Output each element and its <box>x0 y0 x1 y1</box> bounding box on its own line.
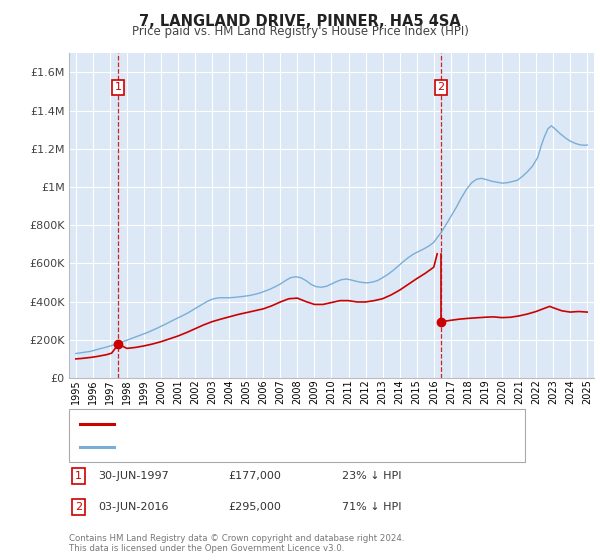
Text: Contains HM Land Registry data © Crown copyright and database right 2024.: Contains HM Land Registry data © Crown c… <box>69 534 404 543</box>
Text: This data is licensed under the Open Government Licence v3.0.: This data is licensed under the Open Gov… <box>69 544 344 553</box>
Text: 71% ↓ HPI: 71% ↓ HPI <box>342 502 401 512</box>
Text: 2: 2 <box>437 82 445 92</box>
Text: 7, LANGLAND DRIVE, PINNER, HA5 4SA (detached house): 7, LANGLAND DRIVE, PINNER, HA5 4SA (deta… <box>119 419 417 429</box>
Text: 1: 1 <box>75 471 82 481</box>
Text: 23% ↓ HPI: 23% ↓ HPI <box>342 471 401 481</box>
Text: 1: 1 <box>115 82 122 92</box>
Text: Price paid vs. HM Land Registry's House Price Index (HPI): Price paid vs. HM Land Registry's House … <box>131 25 469 38</box>
Text: 03-JUN-2016: 03-JUN-2016 <box>98 502 168 512</box>
Text: £295,000: £295,000 <box>228 502 281 512</box>
Text: 2: 2 <box>75 502 82 512</box>
Text: 7, LANGLAND DRIVE, PINNER, HA5 4SA: 7, LANGLAND DRIVE, PINNER, HA5 4SA <box>139 14 461 29</box>
Text: £177,000: £177,000 <box>228 471 281 481</box>
Text: HPI: Average price, detached house, Harrow: HPI: Average price, detached house, Harr… <box>119 442 349 452</box>
Text: 30-JUN-1997: 30-JUN-1997 <box>98 471 169 481</box>
